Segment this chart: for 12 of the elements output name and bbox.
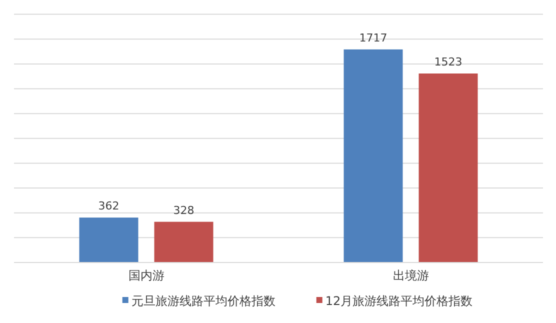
x-tick-label: 出境游 — [392, 268, 429, 282]
bar — [154, 222, 214, 262]
legend-label: 元旦旅游线路平均价格指数 — [131, 294, 276, 308]
data-label: 362 — [98, 200, 120, 213]
bar — [79, 218, 138, 262]
legend-label: 12月旅游线路平均价格指数 — [325, 294, 473, 308]
bar — [418, 73, 478, 262]
data-label: 328 — [173, 204, 194, 217]
data-label: 1717 — [359, 31, 388, 44]
data-label: 1523 — [434, 55, 462, 68]
x-tick-label: 国内游 — [128, 268, 164, 282]
bar — [344, 49, 403, 262]
